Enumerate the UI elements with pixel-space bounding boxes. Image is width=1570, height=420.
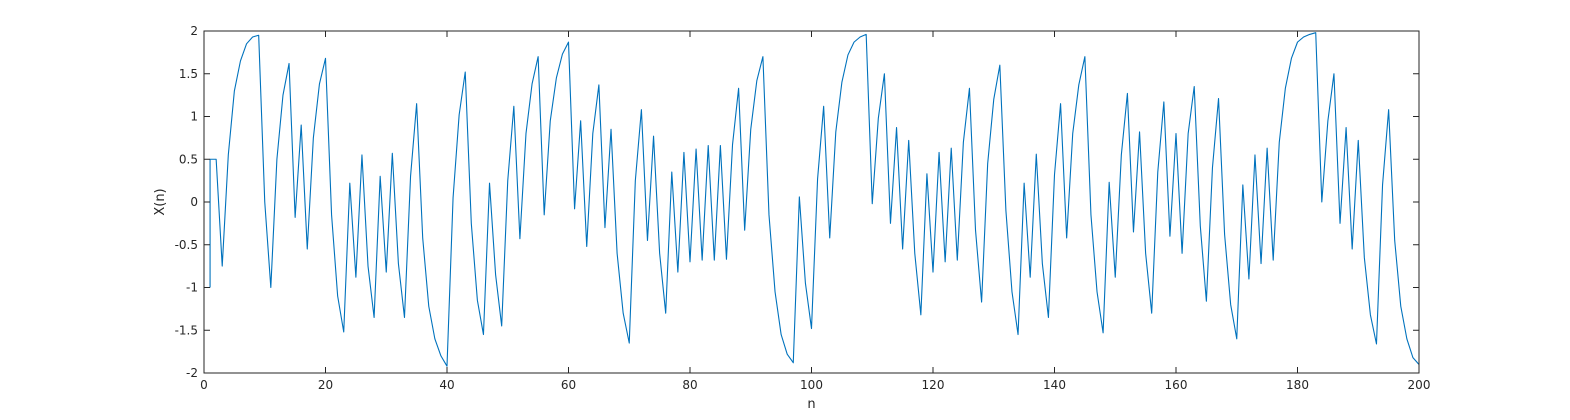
y-tick-label: 0: [190, 195, 198, 209]
x-tick-label: 160: [1165, 378, 1188, 392]
y-tick-label: 1: [190, 110, 198, 124]
x-tick-label: 100: [800, 378, 823, 392]
x-tick-label: 140: [1043, 378, 1066, 392]
x-tick-label: 80: [682, 378, 697, 392]
x-tick-label: 20: [318, 378, 333, 392]
x-axis-label: n: [807, 397, 815, 412]
y-tick-label: -0.5: [175, 238, 198, 252]
series-line-1: [209, 32, 1420, 367]
x-tick-label: 120: [922, 378, 945, 392]
axes: 0 20 40 60 80 100 120 140 160 180 200-2-1.5-1-0.50…: [175, 24, 1431, 392]
x-tick-label: 180: [1286, 378, 1309, 392]
y-tick-label: -1: [186, 281, 198, 295]
x-tick-label: 60: [561, 378, 576, 392]
x-tick-label: 0: [200, 378, 208, 392]
y-tick-label: 0.5: [179, 152, 198, 166]
x-tick-label: 200: [1408, 378, 1431, 392]
y-axis-label: X(n): [153, 188, 168, 215]
x-tick-label: 40: [439, 378, 454, 392]
y-tick-label: -1.5: [175, 323, 198, 337]
plot-area: [209, 32, 1420, 367]
y-tick-label: 2: [190, 24, 198, 38]
y-tick-label: -2: [186, 366, 198, 380]
y-tick-label: 1.5: [179, 67, 198, 81]
